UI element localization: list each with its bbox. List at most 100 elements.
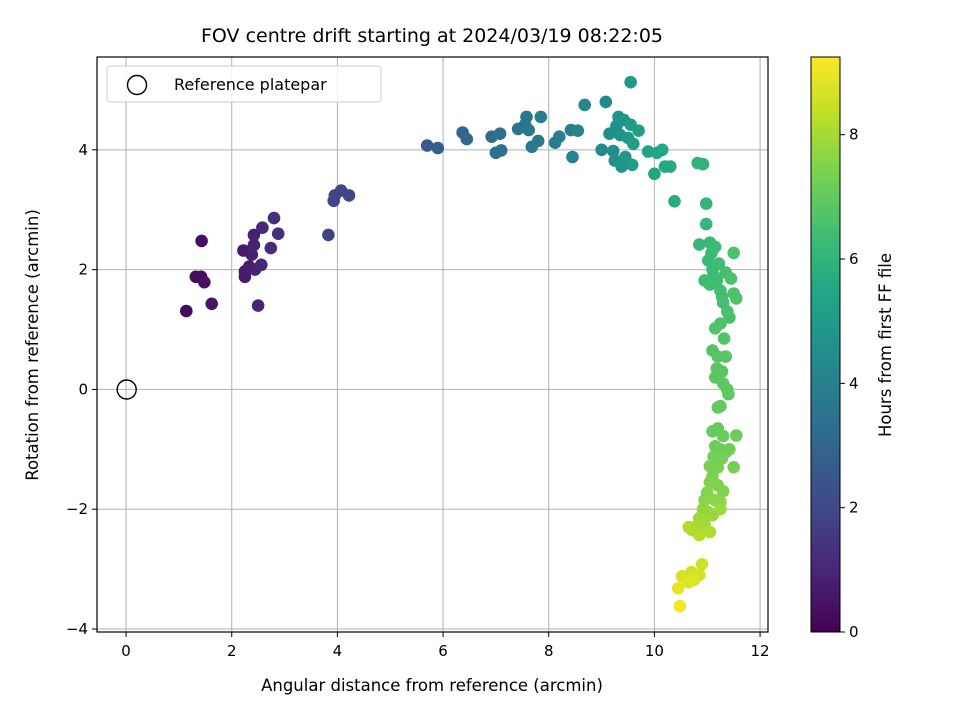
- colorbar-tick-label: 0: [849, 623, 859, 641]
- y-tick-label: −2: [66, 500, 88, 518]
- legend-box: [106, 65, 382, 103]
- data-point: [571, 124, 585, 137]
- data-point: [431, 141, 445, 155]
- y-tick-label: 0: [78, 380, 88, 398]
- data-point: [671, 582, 685, 595]
- colorbar-tick-label: 2: [849, 499, 859, 517]
- data-point: [699, 197, 713, 210]
- data-point: [627, 137, 640, 151]
- y-axis-label: Rotation from reference (arcmin): [23, 209, 42, 481]
- data-point: [205, 297, 218, 311]
- data-point: [682, 520, 695, 534]
- x-tick-label: 4: [333, 642, 343, 660]
- colorbar-axis: 0 2 4 6 8: [840, 126, 859, 641]
- data-point: [730, 292, 743, 305]
- legend-label: Reference platepar: [174, 75, 327, 94]
- data-point: [714, 502, 727, 516]
- data-point: [727, 461, 740, 474]
- data-point: [716, 429, 730, 443]
- data-point: [730, 429, 743, 442]
- x-tick-label: 10: [645, 642, 664, 660]
- data-point: [719, 350, 732, 363]
- data-point: [696, 157, 710, 171]
- data-point: [723, 443, 736, 456]
- data-point: [682, 576, 695, 589]
- data-point: [267, 211, 281, 225]
- data-point: [195, 234, 208, 248]
- data-point: [717, 332, 731, 345]
- data-point: [420, 139, 434, 152]
- data-point: [271, 227, 285, 240]
- data-point: [724, 272, 738, 285]
- data-point: [716, 484, 730, 498]
- data-point: [251, 299, 265, 312]
- chart-title: FOV centre drift starting at 2024/03/19 …: [201, 25, 663, 47]
- y-axis: −4 −2 0 2 4: [66, 141, 97, 638]
- data-point: [578, 98, 591, 112]
- data-point: [599, 95, 613, 109]
- reference-platepar-marker: [116, 379, 137, 400]
- data-point: [673, 599, 687, 613]
- x-axis-label: Angular distance from reference (arcmin): [261, 676, 603, 695]
- data-point: [238, 270, 252, 284]
- data-point: [247, 228, 261, 242]
- data-point: [693, 238, 706, 251]
- data-point: [722, 387, 735, 401]
- data-point: [668, 195, 681, 208]
- x-tick-label: 2: [227, 642, 237, 660]
- x-tick-label: 6: [438, 642, 448, 660]
- data-point: [664, 160, 677, 173]
- data-point: [534, 110, 548, 124]
- data-point: [460, 132, 474, 146]
- data-point: [625, 158, 639, 172]
- data-point: [606, 144, 620, 158]
- colorbar: [810, 56, 841, 633]
- data-point: [254, 258, 268, 272]
- data-point: [727, 246, 740, 260]
- data-point: [322, 228, 335, 242]
- data-point: [695, 558, 709, 571]
- legend-marker-icon: [126, 74, 148, 96]
- data-point: [708, 322, 722, 335]
- data-point: [245, 248, 259, 261]
- colorbar-tick-label: 8: [849, 126, 859, 144]
- data-point: [522, 123, 535, 137]
- data-point: [714, 399, 727, 413]
- x-tick-label: 8: [544, 642, 554, 660]
- data-point: [595, 143, 608, 157]
- y-tick-label: 2: [78, 261, 88, 279]
- data-points: [180, 75, 743, 613]
- data-point: [632, 124, 645, 137]
- legend: Reference platepar: [106, 65, 382, 103]
- data-point: [648, 167, 661, 181]
- data-point: [624, 75, 637, 89]
- data-point: [703, 278, 717, 291]
- data-point: [342, 189, 356, 202]
- y-tick-label: 4: [78, 141, 88, 159]
- x-axis: 0 2 4 6 8 10 12: [121, 632, 770, 660]
- data-point: [256, 221, 269, 234]
- data-point: [247, 238, 261, 252]
- data-point: [180, 304, 193, 318]
- data-point: [494, 144, 508, 157]
- data-point: [656, 143, 669, 157]
- colorbar-tick-label: 4: [849, 374, 859, 392]
- data-point: [566, 150, 579, 164]
- data-point: [723, 311, 736, 324]
- colorbar-tick-label: 6: [849, 250, 859, 268]
- data-point: [553, 130, 566, 143]
- data-point: [699, 217, 713, 231]
- x-tick-label: 0: [121, 642, 131, 660]
- data-point: [198, 275, 211, 289]
- data-point: [493, 127, 507, 140]
- data-point: [615, 160, 628, 173]
- data-point: [531, 134, 545, 148]
- data-point: [264, 241, 278, 255]
- data-point: [520, 110, 533, 124]
- plot-frame: [96, 56, 769, 633]
- data-point: [703, 525, 717, 539]
- data-point: [708, 240, 722, 254]
- x-tick-label: 12: [751, 642, 770, 660]
- colorbar-label: Hours from first FF file: [876, 253, 895, 437]
- data-point: [712, 257, 726, 270]
